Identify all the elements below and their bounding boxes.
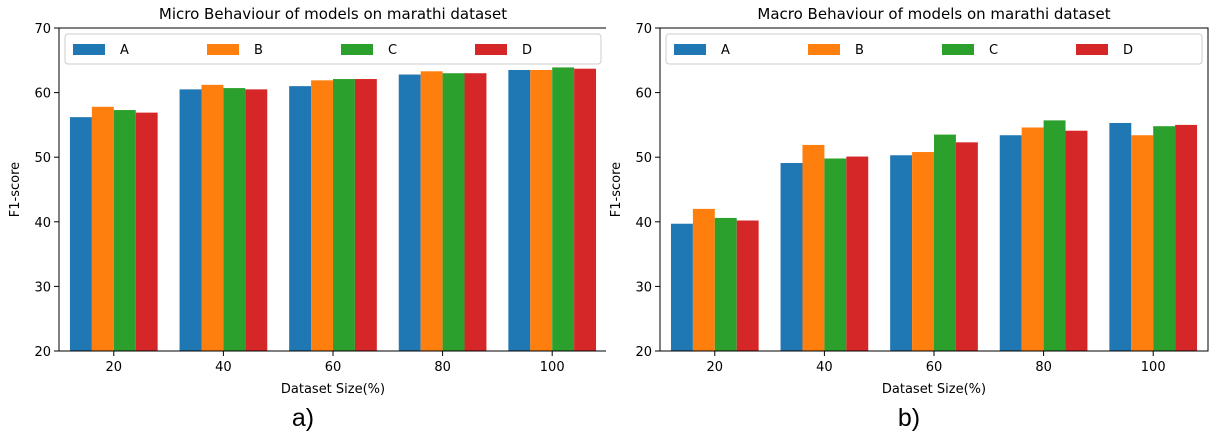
bar-d-40 [846, 156, 869, 351]
chart-title: Macro Behaviour of models on marathi dat… [757, 5, 1110, 23]
y-tick-label: 60 [34, 87, 51, 102]
x-tick-label: 40 [816, 360, 833, 375]
x-tick-label: 80 [1035, 360, 1052, 375]
plot-frame [659, 27, 1209, 352]
bar-a-20 [69, 117, 92, 351]
plot-frame [58, 27, 606, 352]
legend-label-c: C [989, 43, 998, 58]
legend: A B C D [64, 33, 602, 65]
y-tick-label: 30 [635, 280, 652, 295]
legend-label-d: D [522, 43, 532, 58]
legend-swatch-a [674, 44, 706, 55]
y-tick-label: 70 [34, 22, 51, 37]
bar-c-20 [714, 217, 737, 351]
legend-label-b: B [254, 43, 263, 58]
panel-label-b: b) [897, 404, 921, 432]
bar-c-40 [223, 88, 246, 351]
legend-label-d: D [1123, 43, 1133, 58]
y-axis-label: F1-score [8, 162, 23, 217]
chart-panel-macro: Macro Behaviour of models on marathi dat… [606, 0, 1212, 441]
bar-c-100 [1153, 126, 1176, 351]
bar-a-100 [1109, 122, 1132, 351]
y-tick-label: 40 [635, 216, 652, 231]
bar-a-100 [508, 69, 531, 352]
y-tick-label: 20 [635, 345, 652, 360]
bar-chart-macro: Macro Behaviour of models on marathi dat… [609, 5, 1209, 397]
legend-label-a: A [120, 43, 129, 58]
bar-c-100 [552, 67, 575, 351]
bar-a-60 [890, 155, 913, 351]
bar-d-100 [1175, 124, 1198, 352]
bar-a-80 [999, 135, 1022, 351]
bar-d-60 [955, 142, 978, 351]
y-tick-label: 70 [635, 22, 652, 37]
x-tick-label: 60 [926, 360, 943, 375]
legend-label-a: A [721, 43, 730, 58]
bar-a-20 [670, 223, 693, 351]
bar-b-20 [91, 106, 114, 351]
bar-c-80 [442, 73, 465, 351]
bar-b-20 [692, 208, 715, 351]
x-axis-label: Dataset Size(%) [882, 382, 986, 397]
x-tick-label: 20 [707, 360, 724, 375]
bar-b-80 [420, 71, 443, 352]
bar-a-60 [289, 86, 312, 351]
y-tick-label: 20 [34, 345, 51, 360]
legend-swatch-c [942, 44, 974, 55]
bar-c-80 [1043, 120, 1066, 352]
y-tick-label: 40 [34, 216, 51, 231]
y-tick-label: 50 [34, 151, 51, 166]
chart-title: Micro Behaviour of models on marathi dat… [159, 5, 507, 23]
bar-a-80 [398, 74, 421, 352]
bar-b-100 [530, 69, 553, 352]
y-tick-label: 60 [635, 87, 652, 102]
x-tick-label: 100 [1141, 360, 1166, 375]
legend-swatch-d [1076, 44, 1108, 55]
bar-b-100 [1131, 135, 1154, 351]
y-axis-label: F1-score [609, 162, 624, 217]
panel-label-a: a) [291, 404, 315, 432]
y-tick-label: 50 [635, 151, 652, 166]
bar-chart-micro: Micro Behaviour of models on marathi dat… [8, 5, 606, 397]
legend-label-b: B [855, 43, 864, 58]
bar-b-40 [802, 144, 825, 351]
legend: A B C D [665, 33, 1203, 65]
x-tick-label: 40 [215, 360, 232, 375]
bar-a-40 [780, 163, 803, 351]
legend-label-c: C [388, 43, 397, 58]
legend-swatch-b [207, 44, 239, 55]
x-tick-label: 80 [434, 360, 451, 375]
x-tick-label: 100 [540, 360, 565, 375]
bar-a-40 [179, 89, 202, 352]
bar-b-80 [1021, 127, 1044, 351]
bar-b-60 [912, 152, 934, 351]
bar-d-40 [245, 89, 268, 352]
bar-d-80 [464, 73, 487, 351]
bar-b-40 [201, 84, 224, 352]
legend-swatch-c [341, 44, 373, 55]
bar-d-60 [354, 79, 377, 351]
bar-c-20 [113, 110, 136, 352]
bar-d-80 [1065, 130, 1088, 351]
legend-swatch-b [808, 44, 840, 55]
bar-d-20 [736, 220, 759, 351]
bar-d-100 [574, 68, 597, 351]
bar-c-60 [333, 79, 355, 351]
legend-box [64, 33, 602, 65]
legend-swatch-d [475, 44, 507, 55]
legend-swatch-a [73, 44, 105, 55]
bar-d-20 [135, 112, 158, 351]
x-tick-label: 60 [325, 360, 342, 375]
x-tick-label: 20 [106, 360, 123, 375]
bar-b-60 [311, 80, 333, 352]
y-tick-label: 30 [34, 280, 51, 295]
legend-box [665, 33, 1203, 65]
x-axis-label: Dataset Size(%) [281, 382, 385, 397]
bar-c-40 [824, 158, 847, 351]
chart-panel-micro: Micro Behaviour of models on marathi dat… [8, 5, 606, 432]
bar-c-60 [934, 134, 956, 351]
